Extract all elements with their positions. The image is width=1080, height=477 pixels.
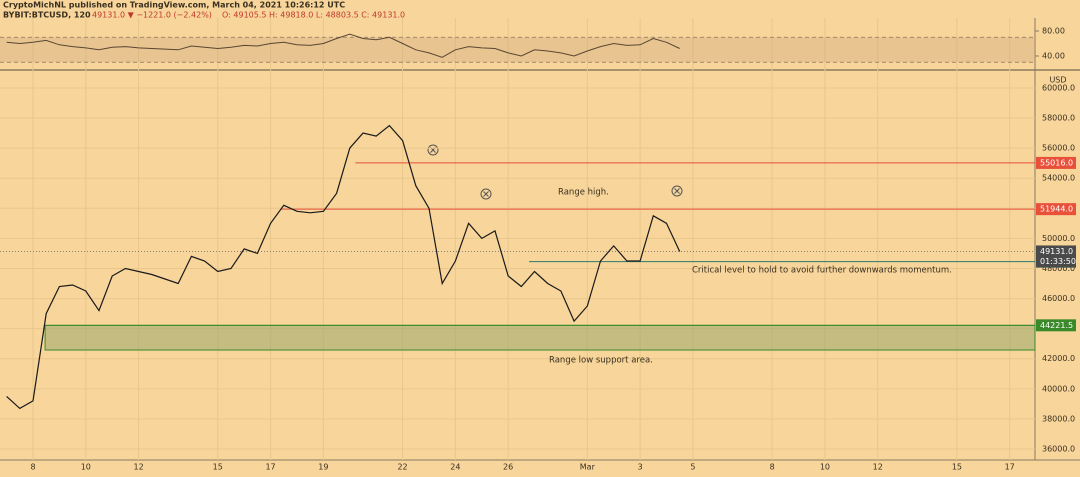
x-tick-label: 3 [638, 463, 643, 472]
rsi-band [0, 37, 1035, 63]
last-price-box [1036, 245, 1076, 268]
ohlc: O: 49105.5 H: 49818.0 L: 48803.5 C: 4913… [222, 11, 405, 20]
x-tick-label: 10 [81, 463, 91, 472]
last-price-label: 49131.0 [1040, 247, 1073, 256]
y-tick-label: 40000.0 [1042, 384, 1075, 393]
x-tick-label: 19 [318, 463, 328, 472]
currency: USD [1049, 76, 1066, 85]
rsi-line [6, 33, 680, 58]
level-label-box [1036, 319, 1076, 332]
header-line: CryptoMichNL published on TradingView.co… [3, 1, 345, 10]
y-tick-label: 48000.0 [1042, 264, 1075, 273]
level-label-box [1036, 203, 1076, 216]
y-tick-label: 54000.0 [1042, 174, 1075, 183]
symbol: BYBIT:BTCUSD, 120 [3, 11, 91, 20]
y-tick-label: 38000.0 [1042, 414, 1075, 423]
x-tick-label: 12 [873, 463, 883, 472]
y-tick-label: 36000.0 [1042, 445, 1075, 454]
x-tick-label: 10 [820, 463, 830, 472]
change: 49131.0 ▼ −1221.0 (−2.42%) [92, 11, 212, 20]
x-tick-label: 8 [770, 463, 775, 472]
x-tick-label: 12 [133, 463, 143, 472]
annotation: Range low support area. [549, 356, 653, 366]
x-tick-label: 17 [1005, 463, 1015, 472]
x-tick-label: 26 [503, 463, 513, 472]
countdown: 01:33:50 [1040, 257, 1076, 266]
rsi-tick-label: 80.00 [1042, 27, 1065, 36]
x-tick-label: 5 [690, 463, 695, 472]
x-tick-label: 24 [450, 463, 460, 472]
support-zone [44, 324, 1036, 351]
rsi-tick-label: 40.00 [1042, 52, 1065, 61]
y-tick-label: 50000.0 [1042, 234, 1075, 243]
y-tick-label: 42000.0 [1042, 354, 1075, 363]
y-tick-label: 58000.0 [1042, 114, 1075, 123]
marker-icons [427, 144, 683, 200]
level-label-box [1036, 156, 1076, 169]
x-tick-label: 8 [30, 463, 35, 472]
level-label: 55016.0 [1040, 158, 1073, 167]
marker [674, 188, 680, 194]
marker [480, 188, 492, 200]
annotation: Range high. [558, 188, 609, 198]
x-tick-label: 15 [952, 463, 962, 472]
y-tick-label: 56000.0 [1042, 144, 1075, 153]
y-tick-label: 60000.0 [1042, 83, 1075, 92]
x-tick-label: 15 [213, 463, 223, 472]
price-line [6, 124, 681, 410]
annotation: Critical level to hold to avoid further … [692, 266, 952, 276]
x-tick-label: 17 [265, 463, 275, 472]
x-tick-label: 22 [397, 463, 407, 472]
marker [427, 144, 439, 156]
level-label: 51944.0 [1040, 205, 1073, 214]
marker [671, 185, 683, 197]
x-tick-label: Mar [580, 463, 596, 472]
level-label: 44221.5 [1040, 321, 1073, 330]
y-tick-label: 46000.0 [1042, 294, 1075, 303]
marker [483, 191, 489, 197]
